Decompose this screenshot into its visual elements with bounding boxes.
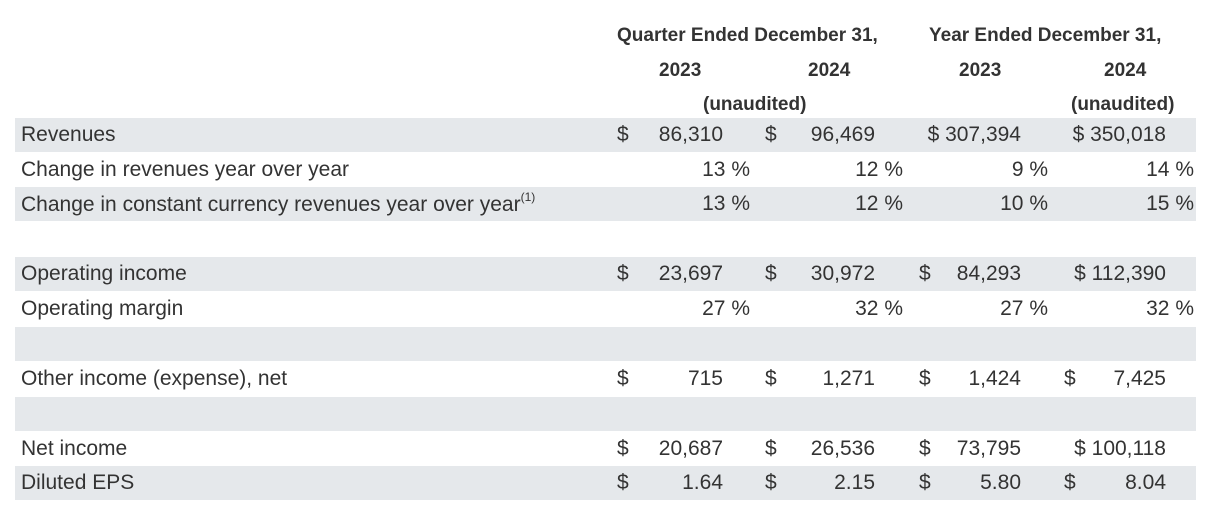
percent-cell: 32 % [1146,297,1194,320]
value-cell: $ 307,394 [927,123,1021,146]
currency-symbol: $ [765,437,777,460]
value-cell: 26,536 [810,437,875,460]
currency-symbol: $ [617,123,629,146]
currency-symbol: $ [617,367,629,390]
percent-cell: 32 % [855,297,903,320]
year-2024-header: 2024 [1104,60,1147,81]
currency-symbol: $ [765,367,777,390]
value-cell: 5.80 [980,471,1021,494]
value-cell: $ 100,118 [1074,437,1166,460]
currency-symbol: $ [617,471,629,494]
value-cell: 96,469 [810,123,875,146]
row-label-text: Other income (expense), net [21,367,288,390]
value-cell: 1,271 [822,367,875,390]
value-cell: 86,310 [658,123,723,146]
table-row: Net income $20,687 $26,536 $73,795 $ 100,118 [15,432,1196,466]
value-cell: 30,972 [810,262,875,285]
value-cell: 7,425 [1113,367,1166,390]
year-header: Year Ended December 31, [929,25,1162,46]
currency-symbol: $ [919,437,931,460]
currency-symbol: $ [919,262,931,285]
row-label: Operating margin [21,297,183,321]
row-label-text: Diluted EPS [21,471,135,494]
table-row: Change in constant currency revenues yea… [15,187,1196,221]
percent-cell: 13 % [702,158,750,181]
value-cell: 1.64 [682,471,723,494]
value-cell: 715 [687,367,723,390]
quarter-header: Quarter Ended December 31, [617,25,878,46]
percent-cell: 12 % [855,158,903,181]
currency-symbol: $ [919,471,931,494]
percent-cell: 27 % [702,297,750,320]
table-row: Change in revenues year over year 13 % 12 … [15,153,1196,187]
currency-symbol: $ [765,123,777,146]
quarter-2024-header: 2024 [808,60,851,81]
currency-symbol: $ [765,471,777,494]
value-cell: 84,293 [956,262,1021,285]
percent-cell: 27 % [1000,297,1048,320]
currency-symbol: $ [919,367,931,390]
row-label: Change in revenues year over year [21,158,349,182]
value-cell: 1,424 [968,367,1021,390]
currency-symbol: $ [1064,471,1076,494]
value-cell: 23,697 [658,262,723,285]
row-label: Diluted EPS [21,471,134,495]
value-cell: 20,687 [658,437,723,460]
year-2023-header: 2023 [959,60,1002,81]
percent-cell: 10 % [1000,192,1048,215]
value-cell: 8.04 [1125,471,1166,494]
row-label-text: Change in constant currency revenues yea… [21,193,521,216]
table-row: Revenues $86,310 $96,469 $ 307,394 $ 350,018 [15,118,1196,152]
table-row: Operating margin 27 % 32 % 27 % 32 % [15,292,1196,326]
row-label-text: Net income [21,437,128,460]
value-cell: $ 350,018 [1072,123,1166,146]
table-row [15,397,1196,431]
currency-symbol: $ [617,262,629,285]
quarter-2023-header: 2023 [659,60,702,81]
percent-cell: 14 % [1146,158,1194,181]
row-label: Net income [21,437,127,461]
table-row: Other income (expense), net $715 $1,271 $1,… [15,362,1196,396]
footnote-marker: (1) [520,190,536,204]
quarter-unaudited-note: (unaudited) [703,94,807,115]
row-label-text: Operating margin [21,297,184,320]
percent-cell: 13 % [702,192,750,215]
year-unaudited-note: (unaudited) [1071,94,1175,115]
row-label: Other income (expense), net [21,367,287,391]
table-row [15,327,1196,361]
percent-cell: 15 % [1146,192,1194,215]
currency-symbol: $ [1064,367,1076,390]
table-row: Operating income $23,697 $30,972 $84,293 $ 1… [15,257,1196,291]
currency-symbol: $ [617,437,629,460]
value-cell: 2.15 [834,471,875,494]
percent-cell: 12 % [855,192,903,215]
row-label-text: Change in revenues year over year [21,158,350,181]
table-row: Diluted EPS $1.64 $2.15 $5.80 $8.04 [15,466,1196,500]
value-cell: $ 112,390 [1074,262,1166,285]
row-label-text: Revenues [21,123,116,146]
currency-symbol: $ [765,262,777,285]
row-label: Change in constant currency revenues yea… [21,190,536,217]
value-cell: 73,795 [956,437,1021,460]
row-label: Revenues [21,123,116,147]
percent-cell: 9 % [1011,158,1048,181]
row-label: Operating income [21,262,187,286]
row-label-text: Operating income [21,262,187,285]
table-row [15,222,1196,256]
